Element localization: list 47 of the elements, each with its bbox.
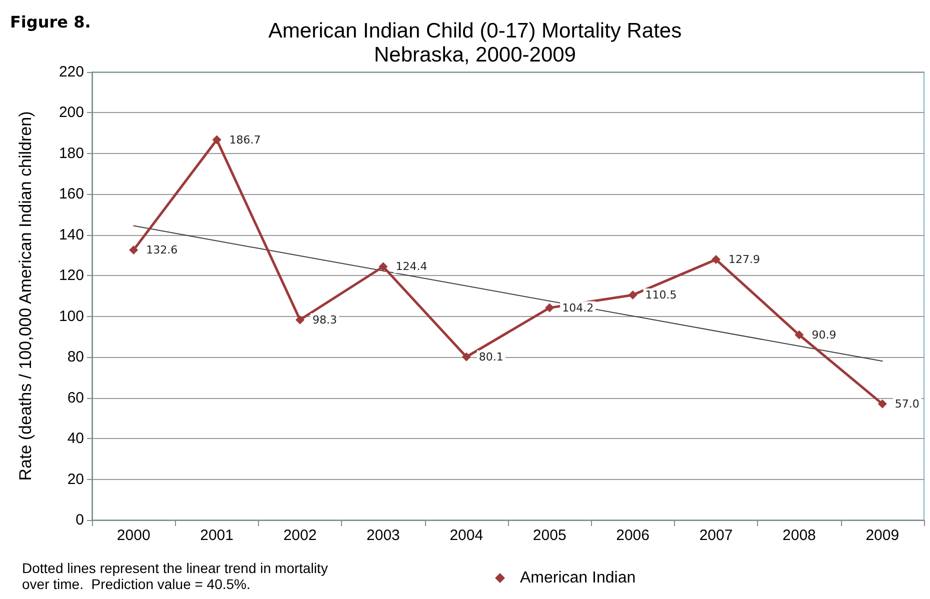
x-tick-label: 2004	[450, 527, 484, 544]
chart-title: American Indian Child (0-17) Mortality Rates Nebraska, 2000-2009	[268, 20, 682, 66]
point	[712, 255, 720, 264]
data-label: 110.5	[645, 288, 677, 302]
y-tick-label: 0	[76, 512, 84, 528]
point	[296, 315, 304, 324]
data-label: 132.6	[146, 243, 178, 256]
point	[794, 330, 804, 340]
x-tick-label: 2001	[200, 527, 234, 544]
y-tick-label: 40	[67, 430, 84, 448]
x-tick-label: 2005	[532, 527, 566, 544]
y-tick-label: 180	[58, 144, 84, 162]
y-tick-label: 80	[67, 348, 84, 366]
point	[462, 352, 471, 362]
data-label: 90.9	[812, 328, 836, 342]
y-tick-label: 220	[58, 64, 84, 80]
data-label: 127.9	[728, 253, 760, 266]
data-label: 124.4	[396, 260, 428, 274]
data-label: 80.1	[478, 350, 504, 364]
point	[628, 290, 638, 300]
x-tick-label: 2009	[866, 527, 900, 544]
y-tick-label: 20	[67, 470, 84, 488]
legend-label: American Indian	[520, 570, 636, 586]
data-label: 98.3	[312, 313, 337, 326]
y-tick-label: 60	[67, 389, 84, 406]
y-tick-label: 100	[58, 308, 84, 325]
point	[129, 245, 138, 254]
point	[878, 399, 887, 408]
point	[378, 262, 388, 272]
y-axis-title: Rate (deaths / 100,000 American Indian children)	[16, 111, 35, 481]
y-tick-label: 120	[58, 267, 84, 284]
point	[545, 303, 554, 312]
x-tick-label: 2003	[366, 527, 400, 544]
x-tick-label: 2006	[616, 527, 650, 544]
x-tick-label: 2007	[699, 527, 733, 544]
y-tick-label: 200	[58, 104, 84, 122]
point	[212, 135, 222, 144]
data-label: 104.2	[562, 301, 594, 314]
x-tick-label: 2002	[283, 527, 317, 544]
y-tick-label: 160	[58, 186, 84, 203]
x-tick-label: 2008	[782, 527, 816, 544]
text: Dotted lines represent the linear trend in mortality over time. Prediction value = 40.5%.	[22, 560, 328, 592]
y-tick-label: 140	[58, 226, 84, 244]
caption: Figure 8.	[10, 12, 91, 32]
data-label: 186.7	[229, 133, 261, 146]
data-label: 57.0	[894, 397, 920, 410]
x-tick-label: 2000	[116, 527, 150, 544]
